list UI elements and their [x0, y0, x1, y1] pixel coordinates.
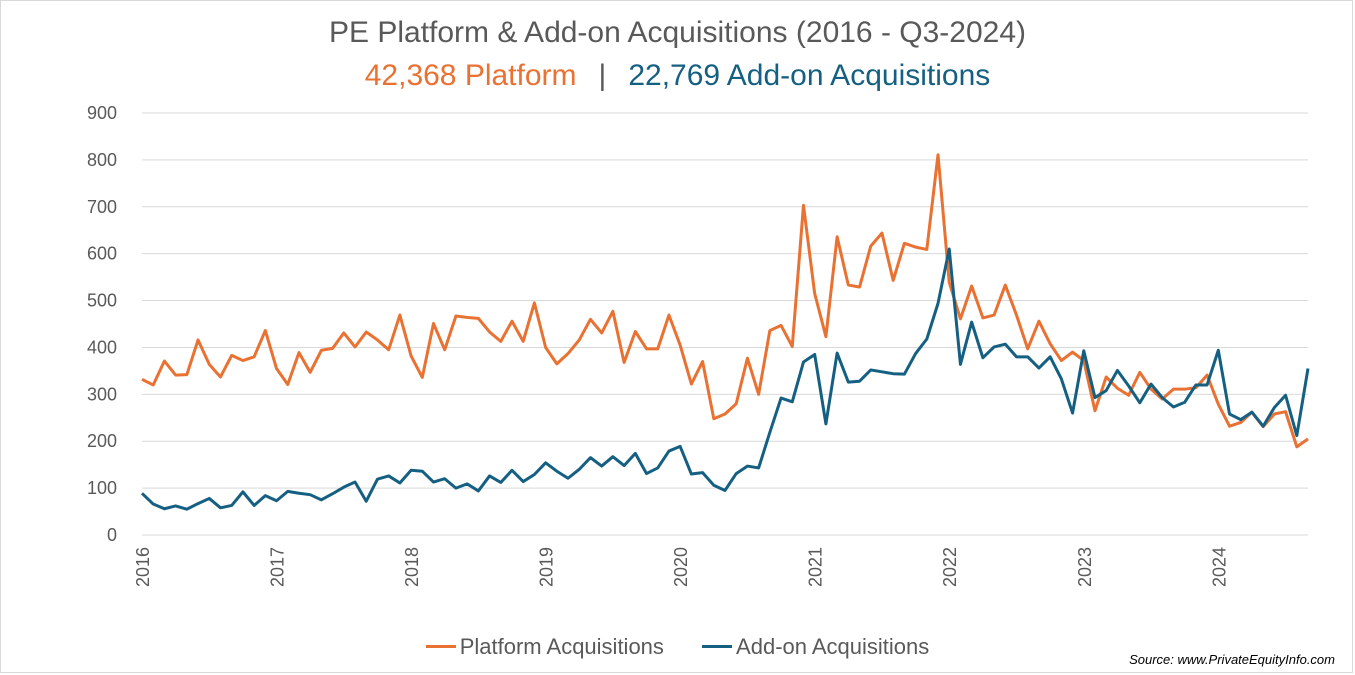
legend: Platform Acquisitions Add-on Acquisition… [0, 628, 1355, 660]
legend-label-platform: Platform Acquisitions [459, 633, 664, 659]
legend-label-addon: Add-on Acquisitions [736, 633, 930, 659]
y-tick-label: 100 [87, 478, 117, 498]
y-tick-label: 200 [87, 431, 117, 451]
x-tick-label: 2018 [402, 547, 422, 587]
y-tick-label: 900 [87, 103, 117, 123]
x-tick-label: 2023 [1075, 547, 1095, 587]
x-tick-label: 2020 [671, 547, 691, 587]
y-axis-ticks: 0 100 200 300 400 500 600 700 800 900 [87, 103, 117, 545]
x-tick-label: 2022 [940, 547, 960, 587]
y-tick-label: 300 [87, 384, 117, 404]
y-tick-label: 600 [87, 244, 117, 264]
y-tick-label: 0 [107, 525, 117, 545]
series-line-platform [141, 153, 1309, 449]
x-tick-label: 2021 [806, 547, 826, 587]
legend-swatch-addon [702, 645, 733, 648]
y-tick-label: 400 [87, 337, 117, 357]
chart-title: PE Platform & Add-on Acquisitions (2016 … [328, 16, 1027, 49]
series-line-addon [140, 247, 1310, 511]
gridlines [142, 112, 1308, 536]
subtitle-addon-total: 22,769 Add-on Acquisitions [628, 59, 991, 92]
series-lines [140, 153, 1310, 511]
x-tick-label: 2019 [537, 547, 557, 587]
y-tick-label: 800 [87, 150, 117, 170]
y-tick-label: 500 [87, 291, 117, 311]
x-tick-label: 2016 [133, 547, 153, 587]
subtitle-separator: | [598, 59, 607, 92]
subtitle-platform-total: 42,368 Platform [364, 59, 577, 92]
chart-subtitle: 42,368 Platform | 22,769 Add-on Acquisitio… [0, 59, 1355, 93]
legend-item-addon[interactable]: Add-on Acquisitions [702, 634, 929, 660]
legend-item-platform[interactable]: Platform Acquisitions [425, 633, 664, 660]
x-tick-label: 2017 [268, 547, 288, 587]
x-tick-label: 2024 [1209, 547, 1229, 587]
x-axis-ticks: 2016 2017 2018 2019 2020 2021 2022 2023 2024 [133, 547, 1229, 587]
source-note: Source: www.PrivateEquityInfo.com [1129, 652, 1335, 667]
legend-swatch-platform [425, 645, 456, 648]
y-tick-label: 700 [87, 197, 117, 217]
